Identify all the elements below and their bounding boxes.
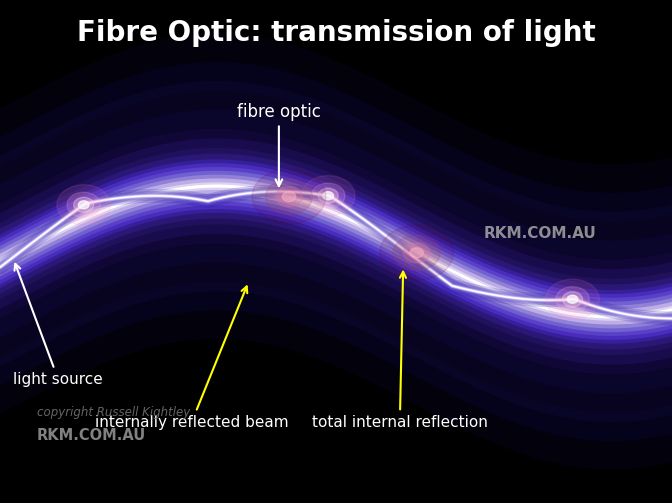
Circle shape <box>79 201 89 209</box>
Circle shape <box>556 287 589 312</box>
Text: light source: light source <box>13 264 103 387</box>
Circle shape <box>67 192 101 217</box>
Text: RKM.COM.AU: RKM.COM.AU <box>37 428 146 443</box>
Circle shape <box>74 197 94 212</box>
Circle shape <box>318 188 338 203</box>
Circle shape <box>403 243 430 263</box>
Text: RKM.COM.AU: RKM.COM.AU <box>484 226 597 241</box>
Circle shape <box>562 292 583 307</box>
Circle shape <box>311 183 345 208</box>
Circle shape <box>546 279 599 319</box>
Circle shape <box>57 185 111 225</box>
Circle shape <box>276 187 302 207</box>
Circle shape <box>282 192 296 202</box>
Circle shape <box>410 248 423 258</box>
Text: fibre optic: fibre optic <box>237 103 321 186</box>
Circle shape <box>252 169 326 224</box>
Circle shape <box>301 176 355 216</box>
Text: copyright Russell Kightley: copyright Russell Kightley <box>37 406 190 419</box>
Circle shape <box>265 179 312 214</box>
Circle shape <box>323 192 333 200</box>
Circle shape <box>393 235 440 271</box>
Text: internally reflected beam: internally reflected beam <box>95 286 288 430</box>
Text: Fibre Optic: transmission of light: Fibre Optic: transmission of light <box>77 19 595 47</box>
Text: total internal reflection: total internal reflection <box>312 272 488 430</box>
Circle shape <box>380 225 454 281</box>
Circle shape <box>567 295 578 303</box>
